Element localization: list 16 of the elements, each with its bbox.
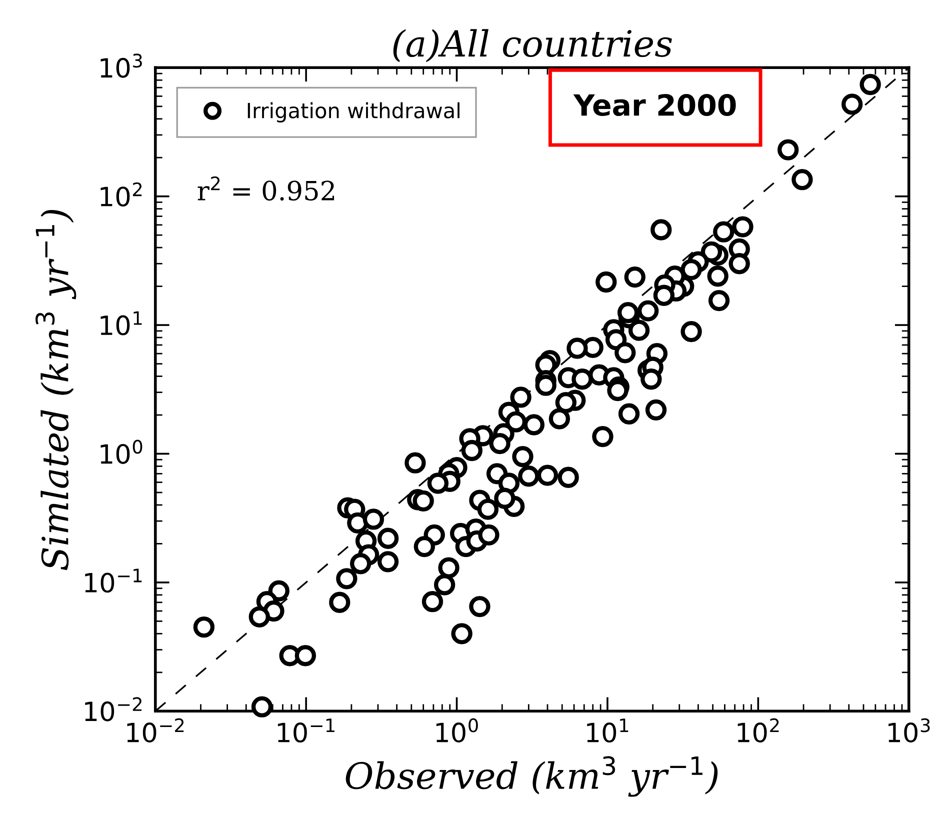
annotation: Year 2000 (573, 94, 736, 116)
x-tick-label: 10$^{−1}$ (278, 718, 334, 743)
x-tick-label: 10$^{1}$ (587, 718, 628, 743)
x-tick-label: 10$^{2}$ (738, 718, 779, 742)
chart-title: (a)All countries (393, 29, 672, 62)
annotation: r$^{2}$ = 0.952 (198, 176, 334, 201)
y-tick-label: 10$^{0}$ (100, 440, 142, 464)
y-tick-label: 10$^{2}$ (100, 182, 142, 207)
y-tick-label: 10$^{3}$ (100, 54, 142, 78)
x-tick-label: 10$^{0}$ (436, 718, 478, 742)
legend-label: Irrigation withdrawal (248, 102, 460, 122)
y-tick-label: 10$^{1}$ (100, 311, 142, 336)
x-axis-title: Observed (km$^{3}$ yr$^{−1}$) (346, 756, 718, 797)
x-tick-label: 10$^{3}$ (888, 718, 930, 742)
y-axis-title: Simlated (km$^{3}$ yr$^{−1}$) (36, 210, 76, 570)
y-tick-label: 10$^{−1}$ (85, 568, 142, 593)
